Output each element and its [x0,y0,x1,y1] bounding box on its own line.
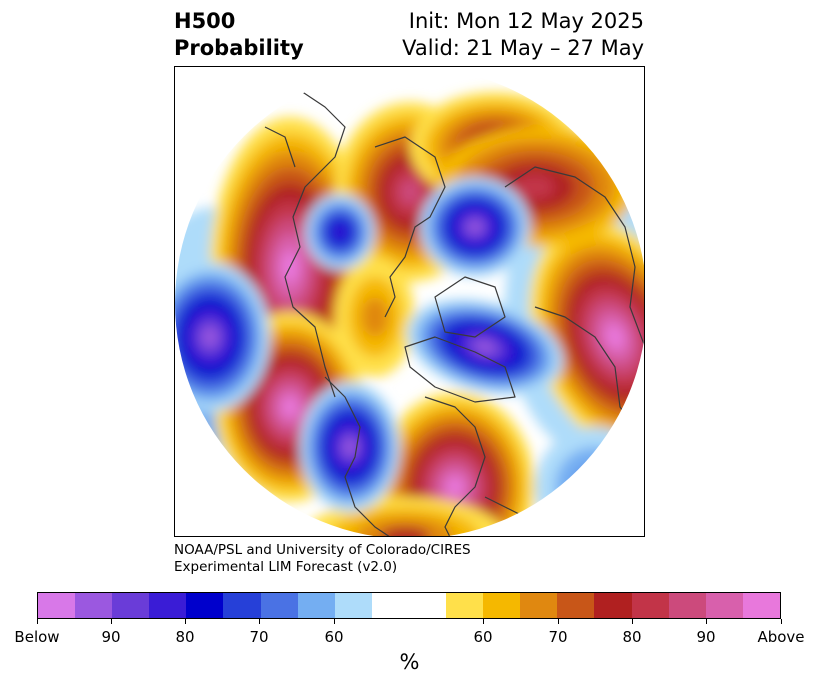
colorbar-cell [112,593,150,618]
colorbar-cell [334,593,372,618]
trough-east-asia-band [468,220,482,234]
colorbar-cell [705,593,743,618]
colorbar-ticks [36,619,782,629]
colorbar-cell [149,593,187,618]
trough-pacific [300,382,400,512]
trough-pacific-band [343,438,357,456]
colorbar-tick-label: 60 [473,628,493,646]
colorbar-tick [482,619,484,624]
colorbar-cell [371,593,447,618]
colorbar-tick [631,619,633,624]
coastline-segment [284,86,346,398]
colorbar-cell [631,593,669,618]
probability-map [174,66,645,537]
trough-asia-band [334,225,346,239]
colorbar-tick-label: 60 [324,628,344,646]
coastlines [264,86,644,536]
trough-atlantic-band [555,447,635,527]
colorbar-tick [184,619,186,624]
colorbar-cell [668,593,706,618]
coastline-segment [264,126,296,168]
ridge-north-america-band [446,476,464,498]
trough-asia [305,194,375,270]
trough-west-band [202,327,218,347]
colorbar-cell [446,593,484,618]
ridge-south [305,497,505,536]
coastline-segment [504,166,644,348]
colorbar-cell [520,593,558,618]
colorbar-tick-label: Above [757,628,805,646]
colorbar-cell [594,593,632,618]
colorbar-cell [223,593,261,618]
colorbar-cell [297,593,335,618]
ridge-central-asia-band [399,179,421,205]
colorbar-tick-label: 70 [548,628,568,646]
map-title: H500 Probability [174,8,304,62]
coastline-segment [424,396,486,536]
colorbar-tick [110,619,112,624]
colorbar-tick-label: 90 [101,628,121,646]
colorbar-tick [258,619,260,624]
title-line-variable: H500 [174,9,236,33]
colorbar-tick-label: Below [14,628,60,646]
colorbar-tick-label: 70 [249,628,269,646]
ridge-arctic [335,257,415,377]
ridge-east-siberia-band [515,175,555,199]
ridge-pacific-band [281,396,299,418]
colorbar-tick [36,619,38,624]
colorbar-tick [705,619,707,624]
colorbar-cell [186,593,224,618]
colorbar-cell [260,593,298,618]
coastline-segment [404,336,516,403]
colorbar-cell [557,593,595,618]
probability-colorbar [37,592,781,619]
colorbar-unit: % [399,650,420,674]
attribution-line-1: NOAA/PSL and University of Colorado/CIRE… [174,542,471,558]
ridge-europe-band [605,324,625,350]
coastline-segment [434,276,506,338]
coastline-segment [374,136,446,318]
colorbar-tick [333,619,335,624]
colorbar-tick-label: 90 [696,628,716,646]
colorbar-cell [75,593,113,618]
attribution: NOAA/PSL and University of Colorado/CIRE… [174,542,471,576]
ridge-south-band [330,507,480,536]
ridge-arctic-band [361,297,389,337]
probability-contours [175,92,644,536]
ridge-south-band [380,527,430,536]
valid-range: Valid: 21 May – 27 May [402,36,644,60]
coastline-segment [324,376,436,536]
forecast-field [175,67,644,536]
trough-atlantic-band [575,467,615,507]
trough-greenland-band [475,340,495,354]
title-line-type: Probability [174,36,304,60]
init-date: Init: Mon 12 May 2025 [408,9,644,33]
colorbar-tick [780,619,782,624]
colorbar-tick-label: 80 [622,628,642,646]
polar-map-canvas [175,67,644,536]
trough-east-asia [420,177,530,277]
forecast-dates: Init: Mon 12 May 2025 Valid: 21 May – 27… [402,8,644,62]
ridge-south-band [355,517,455,536]
colorbar-cell [38,593,76,618]
colorbar-cell [742,593,780,618]
colorbar-tick-label: 80 [175,628,195,646]
attribution-line-2: Experimental LIM Forecast (v2.0) [174,559,398,575]
colorbar-tick [557,619,559,624]
colorbar-cell [483,593,521,618]
